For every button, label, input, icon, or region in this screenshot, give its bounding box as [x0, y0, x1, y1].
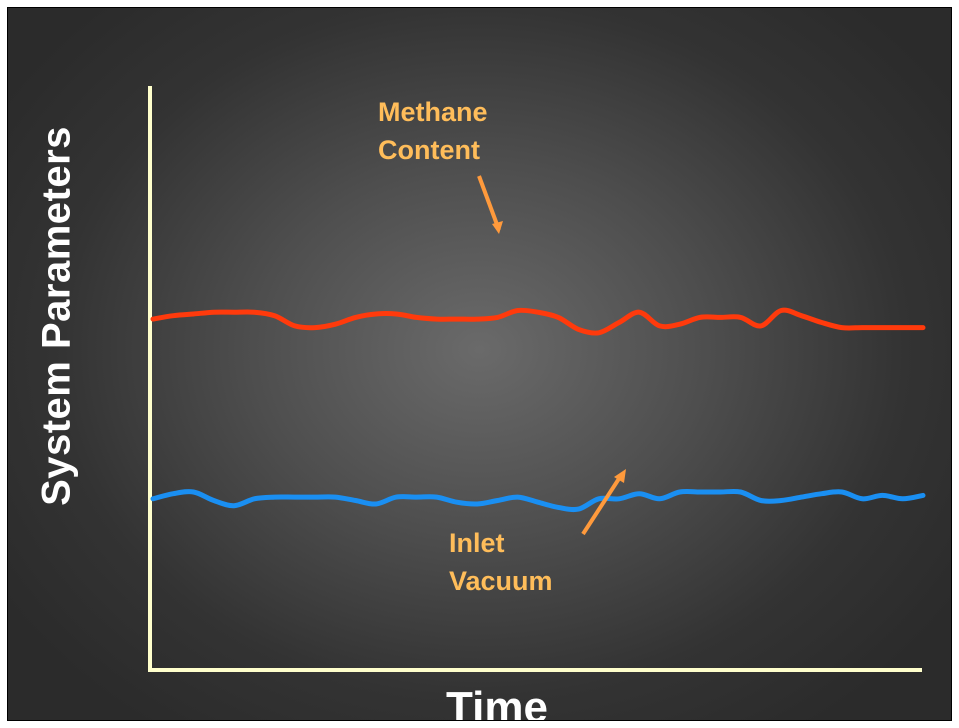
inlet-annotation-line-1: Inlet — [449, 528, 505, 558]
methane-annotation-line-2: Content — [378, 135, 480, 165]
methane-content-line — [150, 307, 926, 336]
methane-content-annotation: Methane Content — [378, 93, 488, 169]
methane-annotation-line-1: Methane — [378, 97, 488, 127]
methane-annotation-arrow — [477, 175, 501, 231]
inlet-vacuum-line — [150, 488, 926, 513]
inlet-annotation-line-2: Vacuum — [449, 566, 553, 596]
y-axis-label: System Parameters — [34, 126, 79, 506]
methane-arrow-head — [492, 221, 503, 234]
inlet-annotation-arrow — [581, 472, 624, 536]
inlet-vacuum-annotation: Inlet Vacuum — [449, 524, 553, 600]
inlet-arrow-head — [614, 469, 626, 483]
line-chart — [148, 86, 926, 672]
x-axis-label: Time — [446, 683, 548, 721]
slide: System Parameters Time Methane Content I… — [7, 7, 952, 721]
